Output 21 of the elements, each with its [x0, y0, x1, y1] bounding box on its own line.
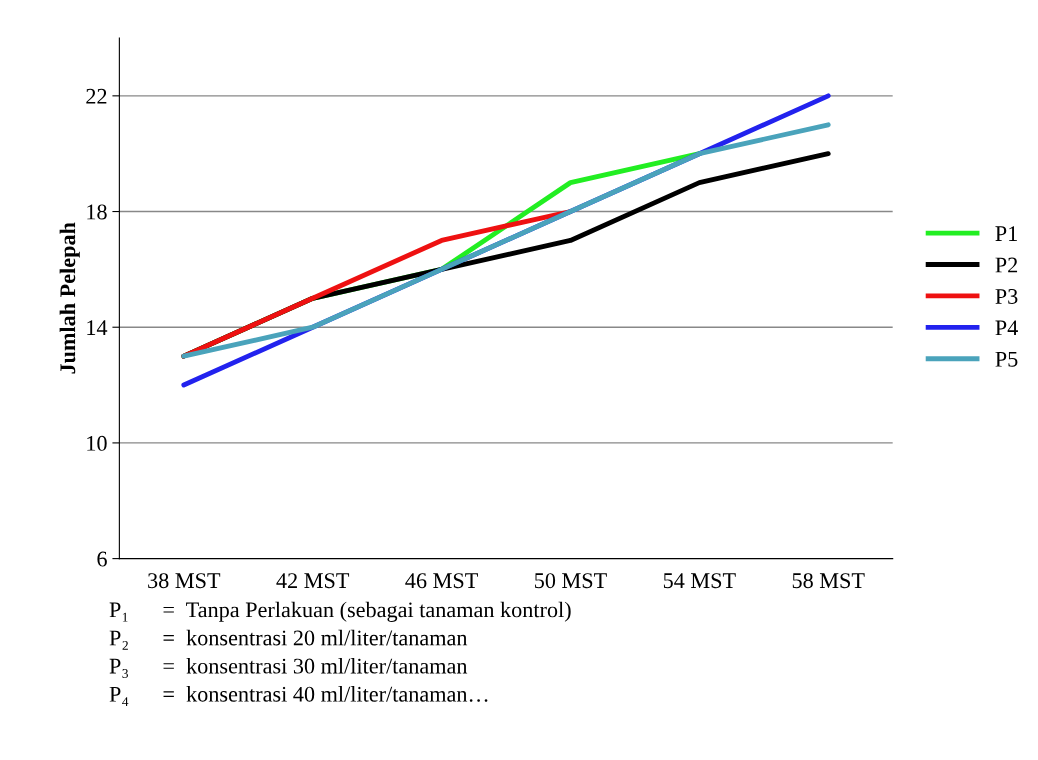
x-tick-label: 42 MST	[276, 573, 350, 589]
text: P₂ = konsentrasi 20 ml/liter/tanaman	[109, 629, 468, 650]
y-tick-label: 10	[87, 435, 107, 451]
y-tick-label: 18	[87, 204, 107, 220]
x-tick-label: 50 MST	[535, 573, 607, 589]
y-axis-title: Jumlah Pelepah	[59, 222, 80, 374]
legend-label: P5	[995, 351, 1018, 367]
legend-label: P3	[995, 289, 1018, 304]
legend-label: P1	[995, 226, 1017, 241]
x-tick-label: 38 MST	[148, 573, 221, 589]
y-tick-label: 6	[97, 551, 107, 567]
text: P₃ = konsentrasi 30 ml/liter/tanaman	[109, 657, 468, 678]
legend-label: P4	[995, 320, 1018, 336]
x-tick-label: 58 MST	[792, 573, 865, 589]
y-tick-label: 22	[86, 88, 107, 104]
text: P₁ = Tanpa Perlakuan (sebagai tanaman kontrol)	[109, 601, 571, 622]
y-tick-label: 14	[87, 320, 108, 335]
text: P₄ = konsentrasi 40 ml/liter/tanaman…	[109, 686, 488, 707]
x-tick-label: 46 MST	[405, 573, 478, 589]
x-tick-label: 54 MST	[663, 573, 736, 589]
legend-label: P2	[995, 257, 1018, 273]
